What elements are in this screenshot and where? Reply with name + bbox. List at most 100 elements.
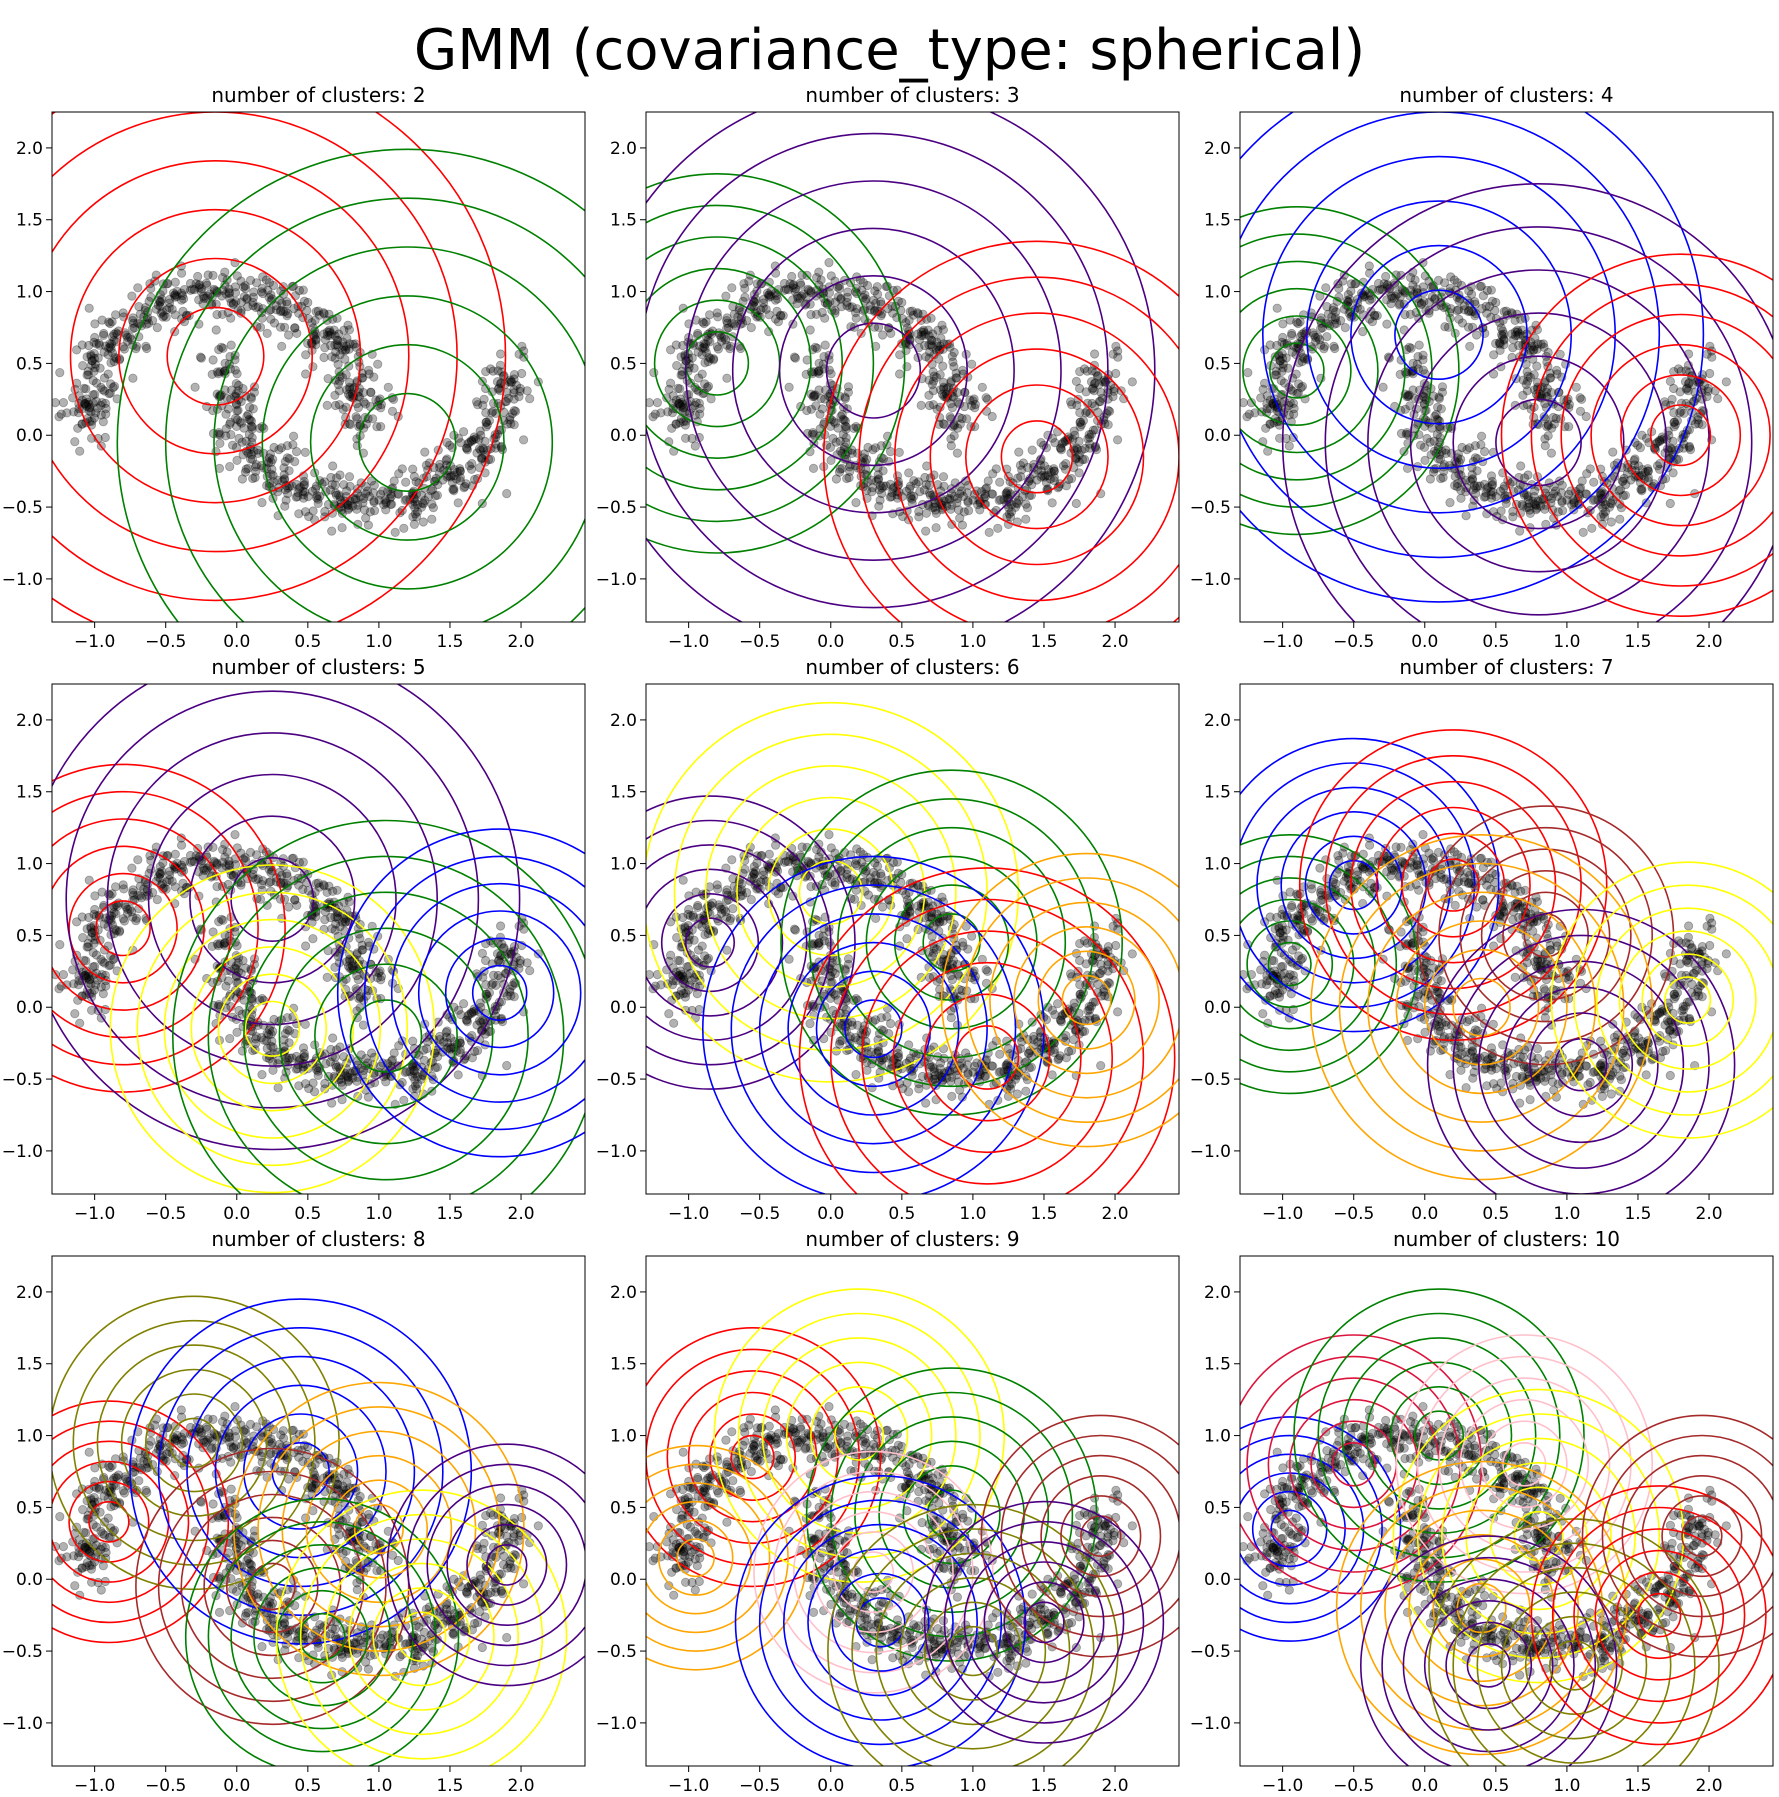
data-point xyxy=(1702,349,1712,359)
data-point xyxy=(1378,382,1388,392)
data-point xyxy=(515,386,525,396)
data-point xyxy=(78,932,88,943)
data-point xyxy=(479,394,489,404)
data-point xyxy=(330,480,340,490)
data-point xyxy=(369,372,379,382)
data-point xyxy=(1545,368,1555,378)
data-point xyxy=(987,411,997,422)
y-tick-label: 0.5 xyxy=(16,354,43,374)
data-point xyxy=(243,463,253,473)
data-point xyxy=(904,898,914,908)
data-point xyxy=(849,423,859,433)
data-point xyxy=(251,462,261,472)
data-point xyxy=(104,343,114,353)
data-point xyxy=(914,335,925,345)
data-point xyxy=(1452,278,1463,288)
data-point xyxy=(69,407,79,417)
data-point xyxy=(239,423,249,433)
data-point xyxy=(288,431,299,441)
data-point xyxy=(649,367,659,378)
data-point xyxy=(931,523,941,533)
data-point xyxy=(93,353,103,363)
data-point xyxy=(257,1070,267,1080)
data-point xyxy=(722,323,732,334)
data-point xyxy=(464,437,474,447)
y-tick-label: 1.5 xyxy=(610,211,637,231)
data-point xyxy=(913,329,923,339)
data-point xyxy=(99,330,109,340)
data-point xyxy=(867,1083,877,1093)
data-point xyxy=(127,863,137,873)
data-point xyxy=(1029,1035,1039,1045)
data-point xyxy=(449,464,459,475)
data-point xyxy=(517,368,527,379)
data-point xyxy=(246,416,256,426)
data-point xyxy=(86,350,96,360)
data-point xyxy=(381,497,391,507)
data-point xyxy=(189,285,199,295)
data-point xyxy=(129,323,140,333)
data-point xyxy=(472,448,482,458)
data-point xyxy=(335,470,345,480)
data-point xyxy=(495,932,505,942)
data-point xyxy=(784,382,794,392)
data-point xyxy=(221,289,231,299)
data-point xyxy=(522,958,532,968)
data-point xyxy=(358,498,368,508)
data-point xyxy=(170,310,180,320)
data-point xyxy=(1012,499,1023,509)
data-point xyxy=(1621,479,1631,490)
data-point xyxy=(374,495,384,505)
data-point xyxy=(481,417,492,427)
data-point xyxy=(466,435,476,446)
data-point xyxy=(357,940,367,950)
data-point xyxy=(334,490,344,500)
data-point xyxy=(877,483,887,493)
x-tick-label: −0.5 xyxy=(739,632,780,652)
data-point xyxy=(993,523,1003,533)
data-point xyxy=(1404,342,1415,352)
data-point xyxy=(194,295,204,305)
data-point xyxy=(1684,378,1694,388)
data-point xyxy=(699,318,709,329)
data-point xyxy=(1070,430,1080,440)
data-point xyxy=(243,409,253,420)
data-point xyxy=(1260,378,1270,388)
data-point xyxy=(84,403,95,413)
data-point xyxy=(1050,438,1060,448)
data-point xyxy=(299,476,309,487)
data-point xyxy=(781,856,791,866)
data-point xyxy=(70,437,80,447)
data-point xyxy=(1330,343,1340,354)
data-point xyxy=(1127,377,1137,387)
data-point xyxy=(982,394,993,404)
data-point xyxy=(829,417,839,427)
data-point xyxy=(748,867,758,878)
data-point xyxy=(875,495,885,505)
data-point xyxy=(84,975,95,985)
data-point xyxy=(419,1055,429,1065)
data-point xyxy=(248,300,258,311)
data-point xyxy=(333,335,343,346)
data-point xyxy=(955,1054,965,1064)
data-point xyxy=(1053,427,1063,437)
data-point xyxy=(279,470,289,480)
data-point xyxy=(304,511,314,522)
y-tick-label: 0.5 xyxy=(610,354,637,374)
data-point xyxy=(70,1009,80,1019)
data-point xyxy=(1012,1089,1022,1099)
data-point xyxy=(135,309,145,319)
data-point xyxy=(923,325,933,335)
data-point xyxy=(833,423,843,433)
data-point xyxy=(73,423,83,433)
data-point xyxy=(1495,486,1506,496)
data-point xyxy=(418,498,428,508)
data-point xyxy=(1587,523,1597,533)
data-point xyxy=(105,318,115,329)
data-point xyxy=(320,506,330,517)
data-point xyxy=(344,344,354,354)
data-point xyxy=(261,275,271,285)
data-point xyxy=(1461,511,1471,521)
plot-area xyxy=(1240,112,1773,622)
data-point xyxy=(924,331,934,341)
